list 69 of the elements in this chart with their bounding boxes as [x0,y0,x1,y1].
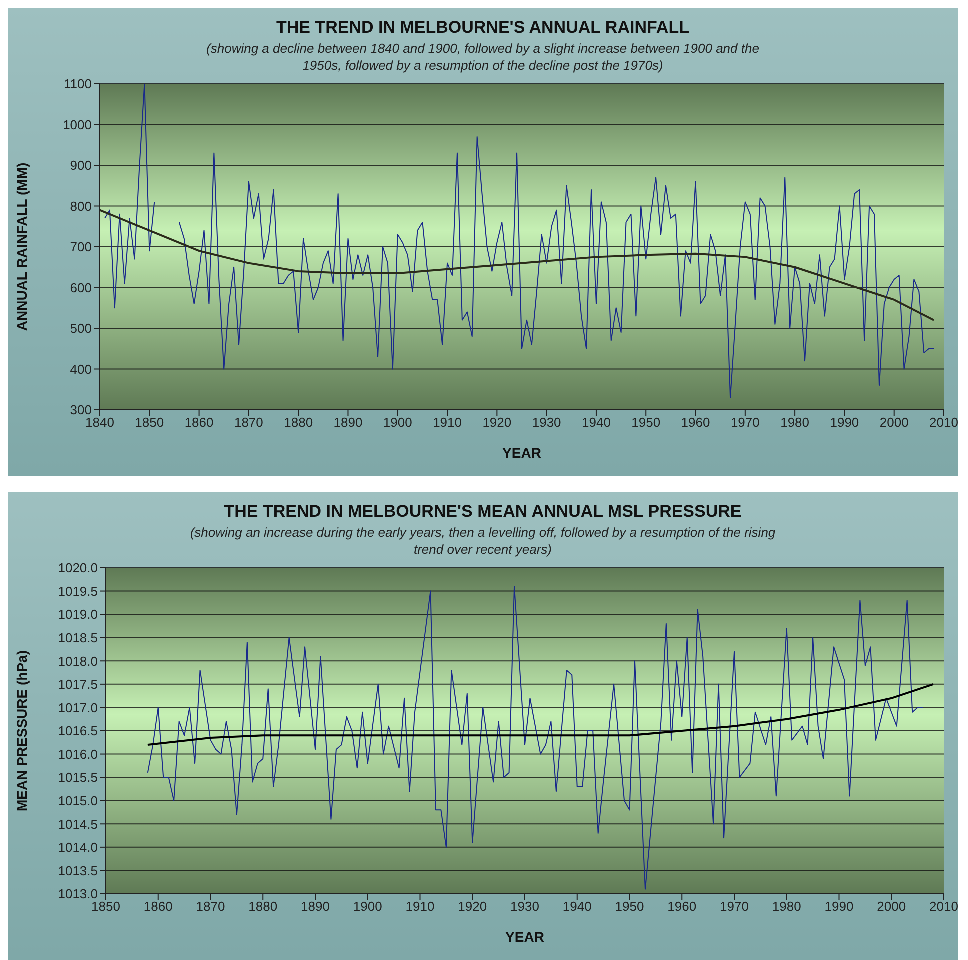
y-tick-label: 600 [70,280,92,296]
y-tick-label: 1020.0 [58,560,98,576]
y-tick-label: 300 [70,402,92,418]
y-tick-label: 1018.5 [58,630,98,646]
x-tick-label: 1990 [824,899,854,914]
x-tick-label: 1940 [562,899,592,914]
x-tick-label: 1950 [615,899,644,914]
x-tick-label: 1870 [196,899,226,914]
chart-title: THE TREND IN MELBOURNE'S MEAN ANNUAL MSL PRESSURE [223,501,743,522]
chart-subtitle: (showing a decline between 1840 and 1900, followed by a slight increase between 1900 and the 1950s, followed by a resumption of the decline post the 1970s) [206,40,760,74]
line-series [147,586,924,890]
x-tick-label: 1950 [632,415,661,430]
x-tick-label: 1910 [406,899,435,914]
line-series [146,683,935,746]
x-axis-title: YEAR [506,929,544,945]
x-tick-label: 1920 [458,899,488,914]
y-tick-label: 1019.5 [58,584,98,599]
y-tick-label: 1018.0 [58,654,98,669]
x-tick-label: 1890 [301,899,330,914]
y-axis-title: ANNUAL RAINFALL (MM) [14,162,30,332]
x-tick-label: 1890 [334,415,363,430]
x-tick-label: 1880 [248,899,278,914]
x-tick-label: 1980 [772,899,802,914]
x-tick-label: 1860 [184,415,214,430]
x-tick-label: 1990 [830,415,860,430]
chart-title: THE TREND IN MELBOURNE'S ANNUAL RAINFALL [276,17,690,38]
x-tick-label: 1850 [92,899,120,914]
y-tick-label: 1016.0 [58,746,98,762]
x-tick-label: 1940 [582,415,611,430]
chart-subtitle: (showing an increase during the early years, then a levelling off, followed by a resumption of the rising trend over recent years) [189,524,777,558]
y-tick-label: 700 [70,240,92,255]
x-tick-label: 1970 [730,415,760,430]
y-tick-label: 1013.5 [58,863,98,878]
y-tick-label: 1015.5 [58,770,98,786]
y-tick-label: 1017.0 [58,700,98,716]
y-tick-label: 800 [70,198,92,214]
y-tick-label: 900 [70,158,92,174]
x-tick-label: 1850 [135,415,164,430]
x-tick-label: 1900 [383,415,412,430]
y-tick-label: 1015.0 [58,793,98,808]
y-tick-label: 1014.5 [58,816,98,832]
x-tick-label: 1970 [720,899,749,914]
x-tick-label: 1840 [86,415,114,430]
y-axis-title: MEAN PRESSURE (hPa) [14,650,30,812]
x-tick-label: 2010 [930,415,958,430]
x-tick-label: 2010 [930,899,958,914]
y-tick-label: 500 [70,321,92,336]
x-tick-label: 2000 [877,899,906,914]
x-tick-label: 1960 [668,899,697,914]
y-tick-label: 1016.5 [58,724,98,739]
y-tick-label: 1100 [64,76,92,92]
x-axis-title: YEAR [502,445,542,461]
x-tick-label: 1920 [482,415,512,430]
y-tick-label: 1013.0 [58,886,98,902]
y-tick-label: 1000 [63,117,92,132]
y-tick-label: 1014.0 [58,840,98,856]
x-tick-label: 1960 [681,415,710,430]
x-tick-label: 1930 [510,899,540,914]
x-tick-label: 1910 [433,415,462,430]
x-tick-label: 1980 [780,415,810,430]
x-tick-label: 1880 [284,415,314,430]
y-tick-label: 1017.5 [58,677,98,692]
y-tick-label: 1019.0 [58,607,98,622]
x-tick-label: 1930 [532,415,562,430]
x-tick-label: 1900 [353,899,382,914]
x-tick-label: 1870 [234,415,264,430]
x-tick-label: 1860 [144,899,173,914]
x-tick-label: 2000 [880,415,909,430]
y-tick-label: 400 [70,362,92,377]
